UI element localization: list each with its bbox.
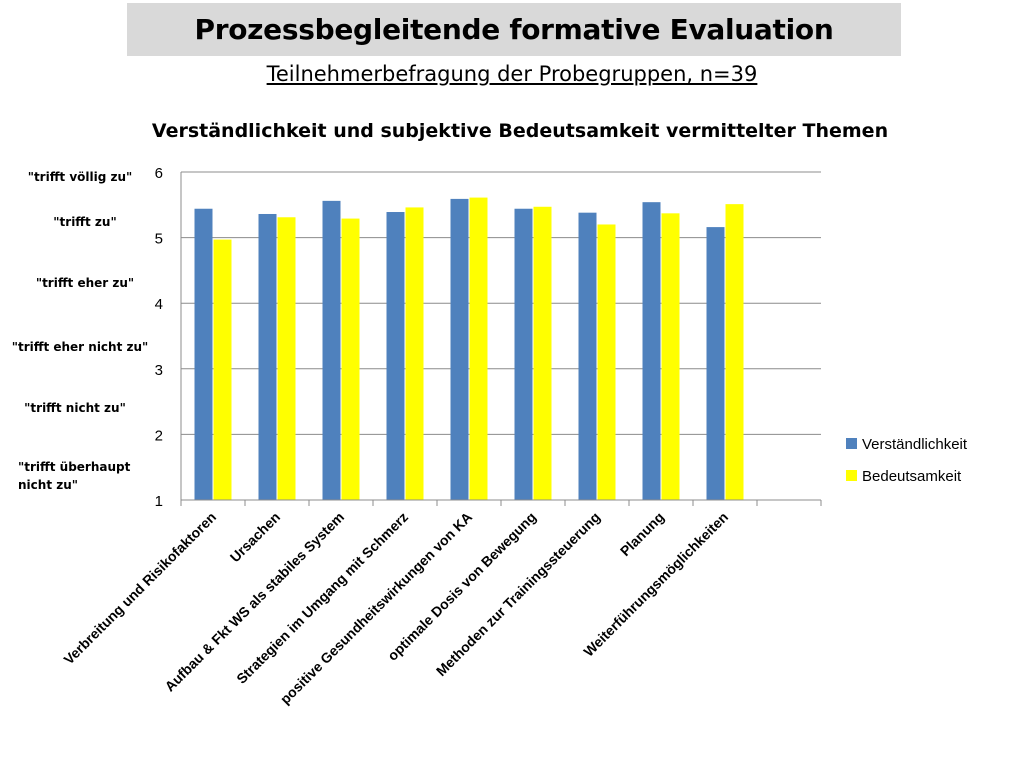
scale-label: "trifft zu" <box>5 215 165 229</box>
scale-label-line: "trifft eher nicht zu" <box>11 339 149 354</box>
bar-bedeutsamkeit <box>277 217 296 500</box>
scale-label-line: "trifft völlig zu" <box>27 170 133 184</box>
legend-label: Verständlichkeit <box>862 436 968 453</box>
y-tick-label: 3 <box>155 362 163 379</box>
bar-verstaendlichkeit <box>642 202 661 500</box>
bar-bedeutsamkeit <box>597 224 616 501</box>
bar-verstaendlichkeit <box>706 227 725 500</box>
y-tick-label: 1 <box>155 493 163 510</box>
bar-bedeutsamkeit <box>405 207 424 500</box>
scale-label: "trifft überhaupt nicht zu" <box>18 458 130 494</box>
bar-bedeutsamkeit <box>469 197 488 501</box>
legend-label: Bedeutsamkeit <box>862 468 962 485</box>
legend-swatch <box>846 438 857 449</box>
bar-verstaendlichkeit <box>514 208 533 500</box>
scale-label-line: nicht zu" <box>18 478 79 492</box>
y-tick-label: 4 <box>155 296 163 313</box>
page-title: Prozessbegleitende formative Evaluation <box>194 13 834 46</box>
legend-swatch <box>846 470 857 481</box>
bar-verstaendlichkeit <box>386 212 405 501</box>
scale-label-line: "trifft zu" <box>53 214 117 229</box>
bar-bedeutsamkeit <box>213 239 232 500</box>
scale-label: "trifft nicht zu" <box>0 401 155 415</box>
scale-label-line: "trifft überhaupt <box>18 460 131 474</box>
scale-label-line: "trifft eher zu" <box>35 276 135 291</box>
bar-verstaendlichkeit <box>258 213 277 500</box>
x-tick-label: Ursachen <box>227 509 283 565</box>
y-tick-label: 2 <box>155 427 163 444</box>
title-bar: Prozessbegleitende formative Evaluation <box>127 3 901 56</box>
scale-label: "trifft völlig zu" <box>0 170 160 184</box>
bar-bedeutsamkeit <box>533 206 552 500</box>
y-tick-label: 5 <box>155 231 163 248</box>
scale-label: "trifft eher zu" <box>5 276 165 290</box>
bar-verstaendlichkeit <box>194 208 213 500</box>
scale-label-line: "trifft nicht zu" <box>24 401 126 416</box>
scale-label: "trifft eher nicht zu" <box>0 340 160 354</box>
y-tick-label: 6 <box>155 165 163 182</box>
chart-title: Verständlichkeit und subjektive Bedeutsa… <box>151 120 889 142</box>
x-tick-label: Planung <box>617 509 667 559</box>
bar-bedeutsamkeit <box>725 204 744 501</box>
x-tick-label: Verbreitung und Risikofaktoren <box>60 509 219 668</box>
bar-verstaendlichkeit <box>450 198 469 500</box>
page-subtitle: Teilnehmerbefragung der Probegruppen, n=… <box>266 62 758 86</box>
bar-verstaendlichkeit <box>322 200 341 500</box>
bar-bedeutsamkeit <box>661 213 680 500</box>
bar-bedeutsamkeit <box>341 218 360 501</box>
bar-verstaendlichkeit <box>578 212 597 500</box>
